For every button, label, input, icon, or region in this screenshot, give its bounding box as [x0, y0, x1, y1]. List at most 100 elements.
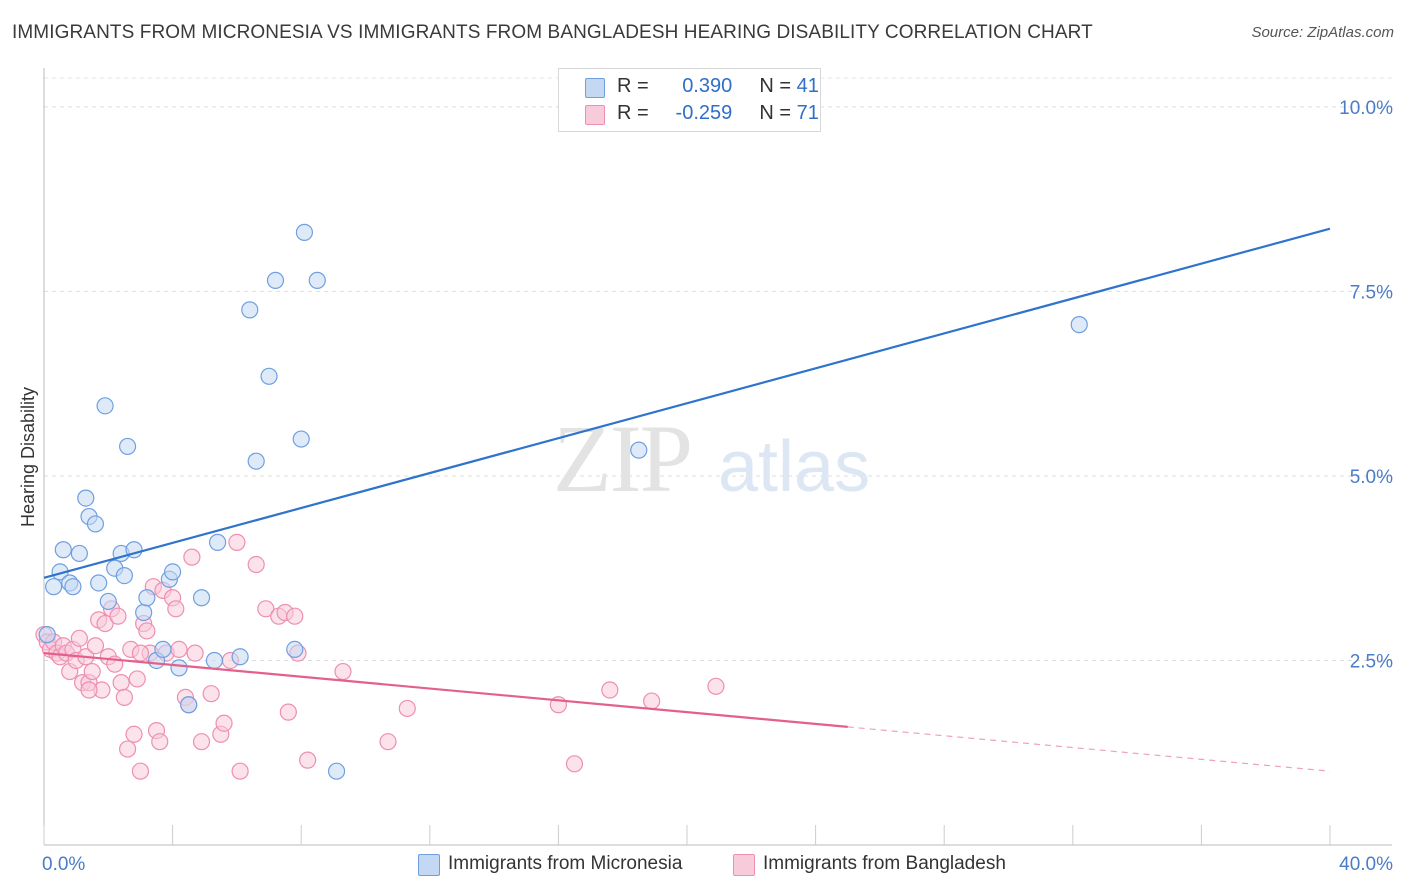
- micronesia-point: [180, 696, 198, 714]
- bangladesh-point: [186, 644, 204, 662]
- watermark: ZIP atlas: [553, 405, 870, 512]
- x-tick-label: 40.0%: [1339, 854, 1393, 875]
- bangladesh-point: [183, 548, 201, 566]
- bangladesh-point: [118, 740, 137, 758]
- n-label: N =: [759, 102, 792, 124]
- bangladesh-point: [334, 662, 352, 681]
- tick-labels: 2.5% 5.0% 7.5% 10.0% 0.0% 40.0% Hearing Disabi…: [18, 98, 1393, 875]
- micronesia-point: [138, 589, 156, 607]
- micronesia-point: [327, 762, 346, 780]
- bangladesh-point: [151, 733, 169, 751]
- bangladesh-point: [131, 762, 150, 780]
- bangladesh-point: [299, 751, 317, 769]
- bangladesh-point: [170, 640, 188, 659]
- r-value: 0.390: [682, 75, 733, 97]
- micronesia-point: [308, 271, 326, 289]
- micronesia-point: [118, 437, 137, 456]
- micronesia-point: [90, 574, 108, 592]
- micronesia-point: [231, 648, 249, 666]
- micronesia-point: [64, 578, 82, 596]
- bangladesh-point: [80, 681, 98, 699]
- micronesia-point: [295, 223, 314, 241]
- r-value: -0.259: [675, 102, 733, 124]
- bangladesh-point: [215, 714, 233, 732]
- micronesia-point: [241, 301, 259, 319]
- micronesia-point: [86, 515, 105, 533]
- micronesia-point: [247, 452, 265, 470]
- micronesia-swatch: [585, 78, 605, 98]
- bangladesh-point: [398, 699, 416, 718]
- bangladesh-point: [83, 662, 101, 681]
- bangladesh-point: [115, 688, 133, 706]
- bangladesh-point: [70, 629, 88, 647]
- bangladesh-point: [707, 677, 725, 695]
- bangladesh-point: [228, 533, 246, 551]
- bangladesh-trend-line: [43, 651, 848, 729]
- micronesia-point: [164, 563, 182, 581]
- micronesia-point: [77, 489, 95, 507]
- bangladesh-point: [138, 622, 156, 640]
- bangladesh-point: [643, 692, 661, 710]
- watermark-zip: ZIP: [553, 405, 691, 512]
- bangladesh-point: [167, 600, 185, 618]
- r-label: R =: [617, 75, 649, 97]
- n-value: 71: [796, 102, 819, 124]
- watermark-atlas: atlas: [718, 427, 870, 507]
- micronesia-point: [135, 603, 153, 622]
- micronesia-point: [99, 592, 117, 611]
- bangladesh-point: [112, 674, 130, 692]
- bangladesh-point: [565, 755, 584, 773]
- micronesia-point: [260, 367, 278, 385]
- x-tick-label: 0.0%: [42, 854, 85, 875]
- chart-title: IMMIGRANTS FROM MICRONESIA VS IMMIGRANTS…: [12, 22, 1093, 43]
- data-points: [35, 223, 1088, 780]
- micronesia-point: [630, 441, 648, 459]
- n-label: N =: [759, 75, 792, 97]
- micronesia-point: [266, 271, 285, 289]
- bangladesh-swatch: [585, 105, 605, 125]
- legend-label: Immigrants from Bangladesh: [763, 853, 1006, 874]
- chart-source: Source: ZipAtlas.com: [1251, 24, 1394, 41]
- bangladesh-point: [257, 600, 275, 618]
- micronesia-point: [96, 397, 114, 415]
- bangladesh-legend-swatch: [733, 854, 755, 876]
- micronesia-point: [70, 544, 88, 563]
- bangladesh-trend-extension: [847, 726, 1331, 772]
- bangladesh-point: [125, 725, 143, 743]
- stats-legend: R = 0.390 N = 41 R = -0.259 N = 71: [558, 68, 821, 132]
- micronesia-point: [192, 589, 211, 607]
- r-label: R =: [617, 102, 649, 124]
- bangladesh-point: [231, 762, 249, 780]
- micronesia-point: [54, 541, 72, 559]
- grid-lines: [44, 77, 1392, 661]
- bangladesh-point: [109, 607, 127, 625]
- y-tick-label: 7.5%: [1350, 282, 1393, 303]
- micronesia-point: [38, 626, 56, 644]
- micronesia-point: [154, 640, 172, 659]
- bangladesh-point: [96, 614, 114, 633]
- axes: [43, 68, 1392, 846]
- micronesia-legend-swatch: [418, 854, 440, 876]
- legend-label: Immigrants from Micronesia: [448, 853, 683, 874]
- bangladesh-point: [247, 555, 265, 574]
- micronesia-point: [209, 533, 227, 551]
- bangladesh-point: [192, 733, 211, 751]
- bangladesh-point: [86, 637, 105, 655]
- micronesia-trend-line: [43, 227, 1331, 579]
- y-tick-label: 2.5%: [1350, 651, 1393, 672]
- micronesia-point: [292, 430, 310, 448]
- y-tick-label: 5.0%: [1350, 467, 1393, 488]
- bangladesh-point: [128, 670, 146, 688]
- bangladesh-point: [131, 644, 150, 662]
- bangladesh-point: [279, 703, 297, 721]
- trend-lines: [43, 227, 1331, 772]
- bangladesh-point: [286, 607, 304, 625]
- bangladesh-point: [601, 681, 619, 699]
- bangladesh-point: [202, 685, 220, 703]
- micronesia-point: [286, 640, 304, 659]
- bangladesh-point: [379, 733, 397, 751]
- y-tick-label: 10.0%: [1339, 98, 1393, 119]
- y-axis-label: Hearing Disability: [18, 387, 38, 527]
- micronesia-point: [1070, 316, 1088, 334]
